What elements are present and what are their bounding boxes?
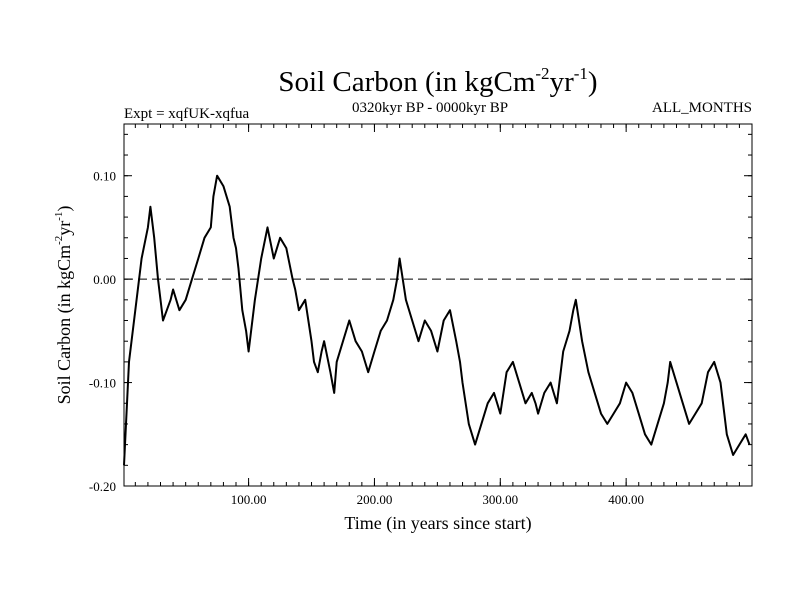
x-axis-label: Time (in years since start) bbox=[344, 513, 531, 534]
y-tick-label: -0.20 bbox=[89, 479, 116, 494]
x-tick-label: 100.00 bbox=[231, 492, 267, 507]
x-tick-label: 200.00 bbox=[357, 492, 393, 507]
experiment-label: Expt = xqfUK-xqfua bbox=[124, 106, 249, 122]
x-tick-label: 300.00 bbox=[482, 492, 518, 507]
months-label: ALL_MONTHS bbox=[652, 100, 752, 116]
period-label: 0320kyr BP - 0000kyr BP bbox=[352, 100, 508, 116]
y-tick-label: -0.10 bbox=[89, 376, 116, 391]
plot-frame bbox=[123, 123, 753, 487]
chart-title: Soil Carbon (in kgCm-2yr-1) bbox=[278, 64, 597, 98]
series-line-soil-carbon bbox=[123, 174, 751, 466]
tick-labels: 100.00 200.00 300.00 400.00 0.10 0.00 -0.10 -0.… bbox=[89, 169, 644, 507]
y-tick-label: 0.00 bbox=[93, 272, 116, 287]
y-axis-label: Soil Carbon (in kgCm-2yr-1) bbox=[53, 206, 75, 405]
y-tick-label: 0.10 bbox=[93, 169, 116, 184]
x-tick-label: 400.00 bbox=[608, 492, 644, 507]
